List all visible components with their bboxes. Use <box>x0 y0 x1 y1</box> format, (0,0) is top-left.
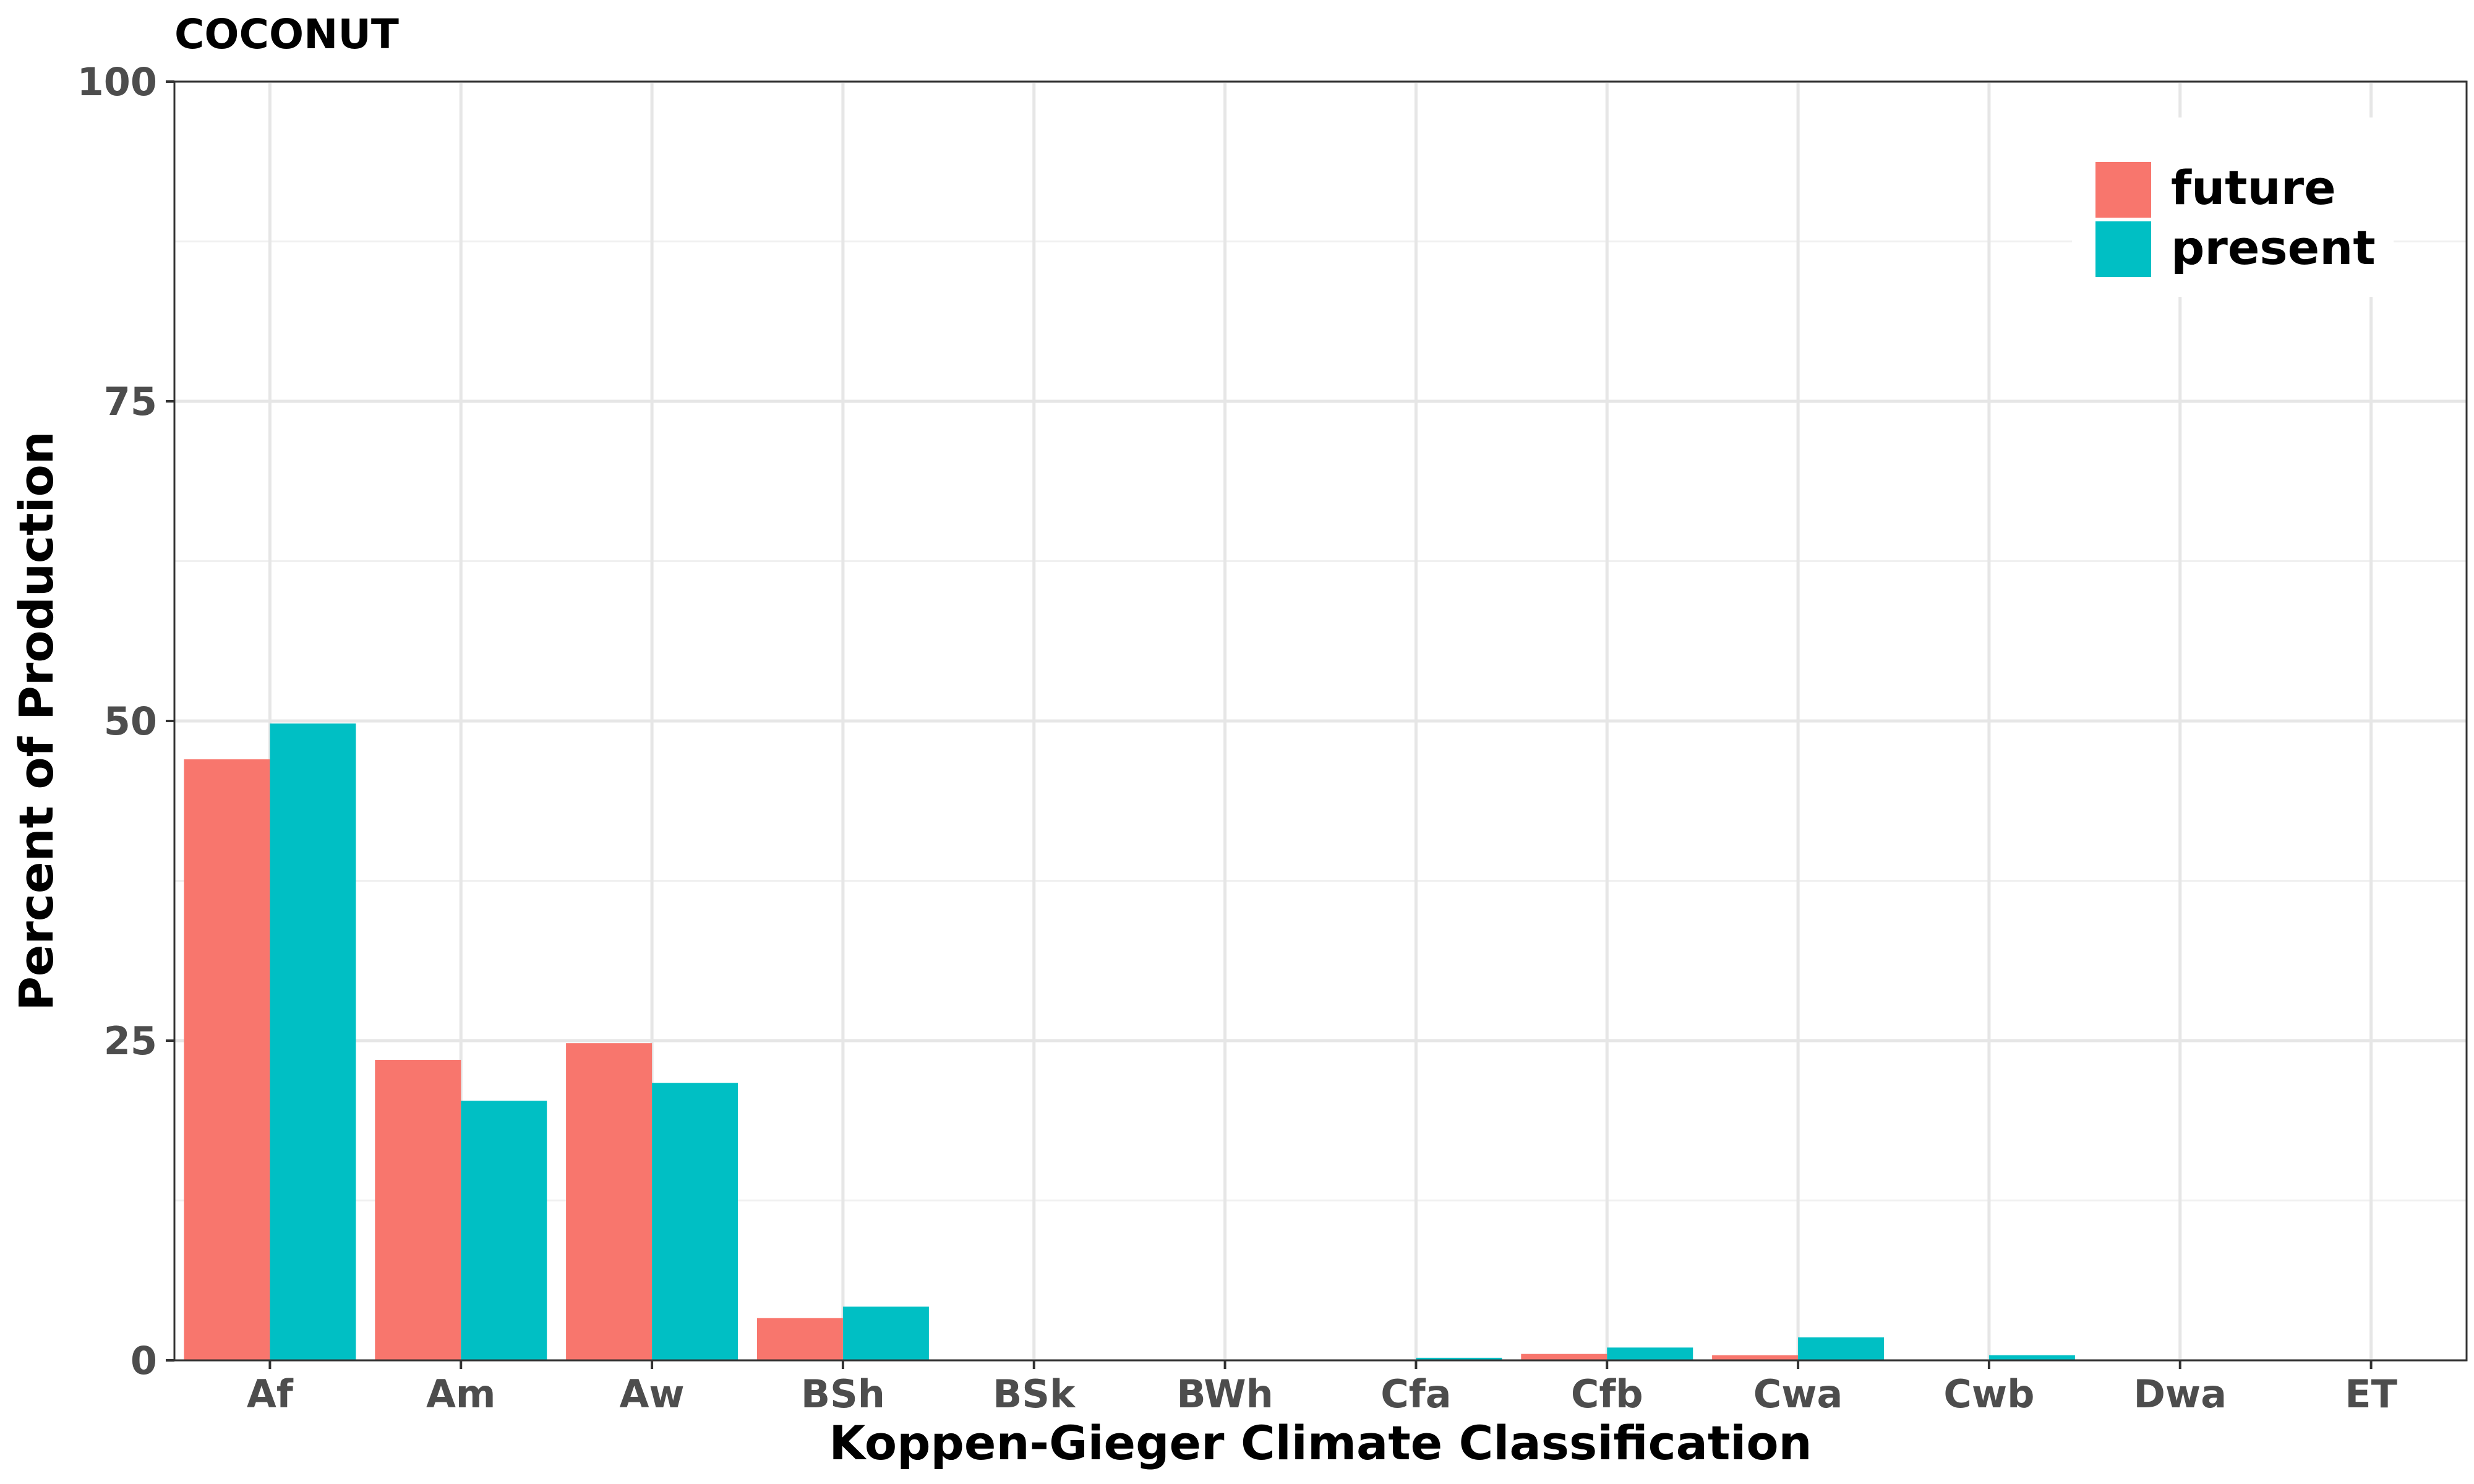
legend-label-future: future <box>2171 160 2336 215</box>
x-tick-label: Cfb <box>1571 1371 1643 1417</box>
x-tick-label: ET <box>2345 1371 2397 1417</box>
y-tick-label: 100 <box>77 59 157 104</box>
x-axis-label: Koppen-Gieger Climate Classification <box>829 1415 1812 1470</box>
x-tick-label: Af <box>247 1371 294 1417</box>
bar-present-Af <box>270 723 356 1360</box>
bar-future-BSh <box>756 1318 843 1360</box>
bar-present-Cwb <box>1988 1355 2075 1360</box>
bar-future-Cfb <box>1521 1354 1607 1360</box>
y-tick-label: 50 <box>104 699 157 744</box>
x-tick-label: BSh <box>801 1371 885 1417</box>
bar-future-Aw <box>566 1043 653 1360</box>
bar-future-Cwa <box>1712 1355 1799 1360</box>
x-tick-label: Aw <box>619 1371 684 1417</box>
bars <box>184 723 2075 1360</box>
chart-title: COCONUT <box>174 11 399 58</box>
legend: future present <box>2072 117 2394 297</box>
legend-label-present: present <box>2171 220 2376 275</box>
bar-future-Am <box>375 1060 461 1360</box>
y-tick-label: 75 <box>104 379 157 424</box>
x-tick-label: Cfa <box>1380 1371 1451 1417</box>
x-tick-label: BWh <box>1176 1371 1273 1417</box>
y-axis-label: Percent of Production <box>9 431 64 1011</box>
y-tick-label: 25 <box>104 1018 157 1064</box>
x-tick-label: Am <box>426 1371 496 1417</box>
bar-present-BSh <box>842 1307 929 1360</box>
x-tick-label: Cwb <box>1943 1371 2034 1417</box>
bar-present-Cfb <box>1607 1347 1693 1360</box>
bar-future-Af <box>184 759 270 1360</box>
y-axis-ticks: 0 25 50 75 100 <box>77 59 174 1383</box>
x-tick-label: BSk <box>993 1371 1076 1417</box>
bar-present-Cwa <box>1798 1337 1885 1360</box>
bar-present-Am <box>461 1101 547 1360</box>
bar-present-Aw <box>652 1083 738 1360</box>
x-tick-label: Dwa <box>2133 1371 2227 1417</box>
legend-swatch-present <box>2095 221 2151 277</box>
bar-present-Cfa <box>1416 1357 1502 1360</box>
y-tick-label: 0 <box>131 1338 157 1383</box>
x-axis-ticks: Af Am Aw BSh BSk BWh Cfa Cfb Cwa Cwb Dwa ET <box>247 1360 2397 1417</box>
x-tick-label: Cwa <box>1753 1371 1843 1417</box>
legend-swatch-future <box>2095 162 2151 218</box>
